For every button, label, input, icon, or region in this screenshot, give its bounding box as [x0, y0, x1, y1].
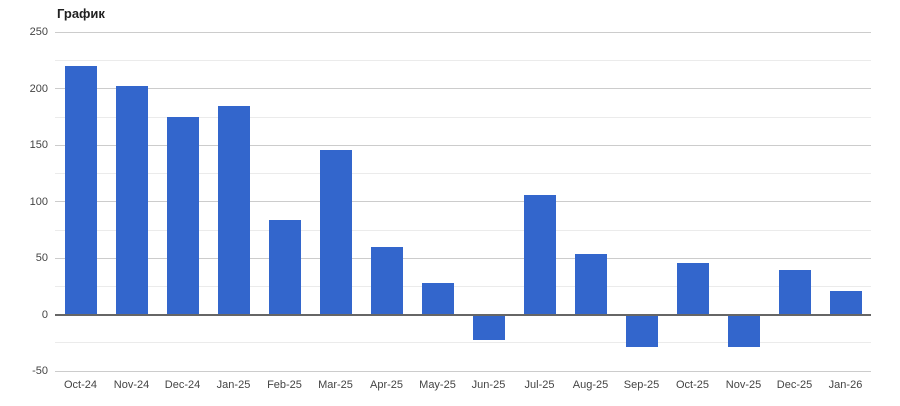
y-axis-tick-label: -50 — [32, 365, 48, 378]
x-axis-tick-label: Oct-24 — [63, 379, 97, 391]
bar-jun-25[interactable] — [472, 314, 505, 340]
bar-aug-25[interactable] — [574, 253, 607, 315]
y-axis-tick-label: 250 — [29, 26, 48, 39]
bar-dec-25[interactable] — [778, 269, 811, 315]
bar-dec-24[interactable] — [166, 117, 199, 315]
bar-mar-25[interactable] — [319, 149, 352, 315]
x-axis-tick-label: Mar-25 — [318, 379, 353, 391]
bar-oct-25[interactable] — [676, 262, 709, 315]
x-axis-tick-label: Jan-25 — [216, 379, 251, 391]
x-axis-tick-label: Oct-25 — [675, 379, 709, 391]
bar-jan-25[interactable] — [217, 105, 250, 315]
x-axis-tick-label: Feb-25 — [267, 379, 302, 391]
bar-sep-25[interactable] — [625, 314, 658, 348]
x-axis-tick-label: Nov-25 — [725, 379, 762, 391]
x-axis-tick-label: May-25 — [419, 379, 456, 391]
y-axis-tick-label: 50 — [35, 252, 48, 265]
bar-may-25[interactable] — [421, 283, 454, 315]
y-axis-tick-label: 100 — [29, 195, 48, 208]
major-gridline — [55, 370, 871, 372]
bar-jul-25[interactable] — [523, 195, 556, 315]
major-gridline — [55, 88, 871, 90]
y-axis-tick-label: 200 — [29, 82, 48, 95]
bar-jan-26[interactable] — [829, 290, 862, 315]
x-axis-tick-label: Aug-25 — [572, 379, 609, 391]
major-gridline — [55, 31, 871, 33]
minor-gridline — [55, 60, 871, 62]
y-axis-tick-label: 0 — [41, 308, 48, 321]
chart-title: График — [57, 6, 105, 21]
x-axis-tick-label: Dec-25 — [776, 379, 813, 391]
bar-apr-25[interactable] — [370, 246, 403, 315]
bar-nov-25[interactable] — [727, 314, 760, 348]
bar-feb-25[interactable] — [268, 219, 301, 315]
x-axis-tick-label: Apr-25 — [369, 379, 404, 391]
y-axis-tick-label: 150 — [29, 139, 48, 152]
bar-oct-24[interactable] — [64, 66, 97, 315]
x-axis-tick-label: Jul-25 — [524, 379, 555, 391]
bar-nov-24[interactable] — [115, 85, 148, 315]
x-axis-tick-label: Jun-25 — [471, 379, 506, 391]
x-axis-tick-label: Sep-25 — [623, 379, 660, 391]
x-axis-tick-label: Dec-24 — [164, 379, 201, 391]
x-axis-tick-label: Nov-24 — [113, 379, 150, 391]
x-axis-tick-label: Jan-26 — [828, 379, 863, 391]
